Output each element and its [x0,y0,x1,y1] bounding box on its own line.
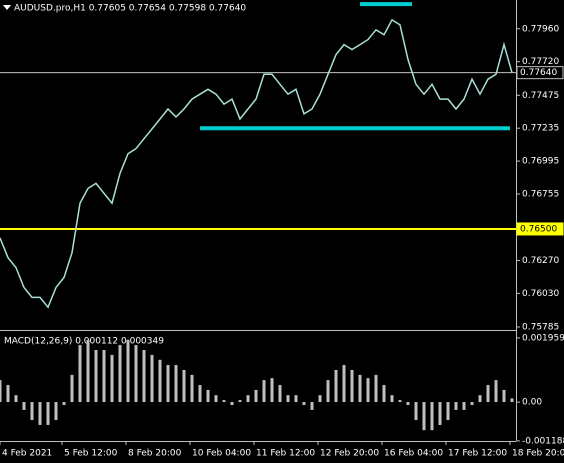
macd-bar [462,402,466,410]
macd-bar [118,345,122,403]
macd-bar [358,374,362,403]
macd-bar [158,359,162,403]
y-tick-label: 0.77235 [522,124,559,134]
macd-bar [62,402,66,405]
x-tick-label: 8 Feb 20:00 [128,449,182,459]
macd-bar [438,402,442,425]
macd-bar [246,395,250,403]
price-level-tag [516,222,564,236]
y-tick-label: 0.77475 [522,91,559,101]
macd-bar [422,402,426,431]
x-tick-label: 11 Feb 12:00 [256,449,315,459]
macd-bar [30,402,34,421]
macd-bar [486,385,490,403]
x-tick-label: 12 Feb 20:00 [320,449,379,459]
macd-bar [166,365,170,403]
macd-bar [102,350,106,403]
price-level-label: 0.77640 [520,68,557,78]
macd-bar [470,402,474,405]
chart-title: AUDUSD.pro,H1 0.77605 0.77654 0.77598 0.… [14,4,246,14]
macd-bar [70,374,74,403]
macd-bar [334,369,338,403]
macd-bar [310,402,314,410]
macd-bar [142,350,146,403]
macd-bar [190,374,194,403]
y-tick-label: 0.76995 [522,157,559,167]
macd-bar [406,402,410,405]
macd-bar [278,385,282,403]
price-level-tag [516,66,564,80]
macd-bar [286,395,290,403]
y-tick-label: 0.76030 [522,289,559,299]
macd-bar [454,402,458,410]
y-tick-label: 0.76755 [522,189,559,199]
macd-bar [382,385,386,403]
macd-bar [390,395,394,403]
macd-bar [510,398,514,403]
macd-bar [342,365,346,403]
macd-bar [174,365,178,403]
menu-icon [3,5,11,10]
macd-bar [478,395,482,403]
x-tick-label: 5 Feb 12:00 [64,449,118,459]
indicator-title: MACD(12,26,9) 0.000112 0.000349 [4,337,164,347]
macd-bar [270,378,274,403]
y-tick-label: -0.001188 [522,436,564,446]
macd-bar [38,402,42,425]
y-tick-label: 0.75785 [522,322,559,332]
x-tick-label: 17 Feb 12:00 [448,449,507,459]
y-tick-label: 0.76270 [522,256,559,266]
macd-bar [326,380,330,403]
macd-bar [318,395,322,403]
x-tick-label: 10 Feb 04:00 [192,449,251,459]
macd-bar [374,374,378,403]
macd-bar [86,339,90,403]
macd-bar [350,369,354,403]
macd-bar [182,369,186,403]
macd-bar [78,345,82,403]
macd-bar [214,395,218,403]
macd-bar [502,389,506,403]
macd-bar [222,400,226,403]
y-tick-label: 0.001959 [522,333,564,343]
x-tick-label: 4 Feb 2021 [2,449,52,459]
macd-bar [366,378,370,403]
macd-bar [230,402,234,405]
macd-bar [198,385,202,403]
macd-bar [0,380,2,403]
price-level-label: 0.76500 [520,224,557,234]
macd-bar [206,389,210,403]
y-tick-label: 0.77960 [522,24,559,34]
macd-bar [14,395,18,403]
macd-bar [302,402,306,405]
macd-bar [398,400,402,403]
macd-bar [46,402,50,425]
macd-bar [126,339,130,403]
macd-bar [150,354,154,403]
y-tick-label: 0.77720 [522,57,559,67]
price-line [0,18,513,309]
macd-bar [110,354,114,403]
macd-bar [494,380,498,403]
macd-bar [414,402,418,421]
macd-bar [94,350,98,403]
macd-bar [134,345,138,403]
macd-bar [6,385,10,403]
macd-bar [54,402,58,421]
macd-bar [254,389,258,403]
x-tick-label: 18 Feb 20:00 [512,449,564,459]
macd-bar [294,395,298,403]
macd-bar [238,400,242,403]
macd-bar [446,402,450,421]
macd-bar [430,402,434,431]
x-tick-label: 16 Feb 04:00 [384,449,443,459]
macd-bar [262,380,266,403]
y-tick-label: 0.00 [522,398,542,408]
macd-bar [22,402,26,410]
